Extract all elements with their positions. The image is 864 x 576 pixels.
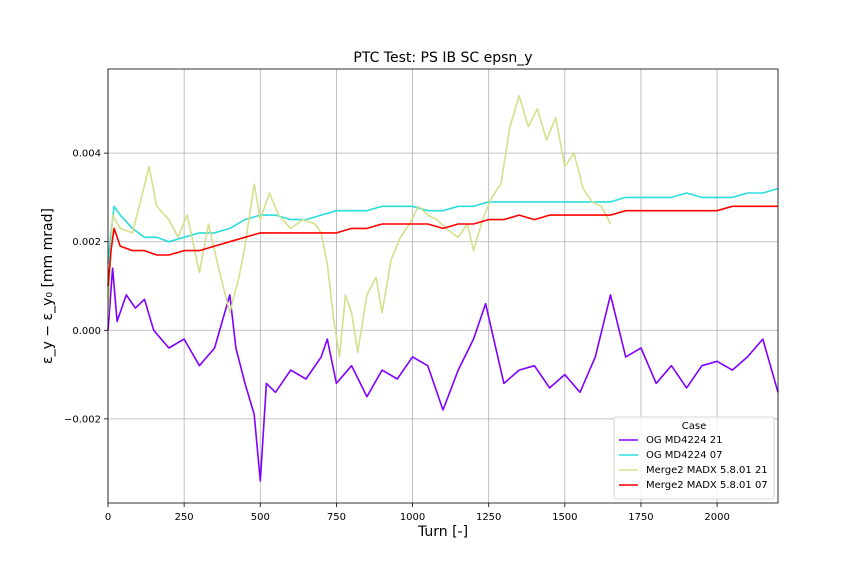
y-tick-label: −0.002 xyxy=(64,414,101,425)
legend-label: OG MD4224 21 xyxy=(646,435,722,446)
x-tick-label: 0 xyxy=(105,512,111,523)
chart-legend: Case OG MD4224 21 OG MD4224 07 Merge2 MADX… xyxy=(613,416,775,500)
chart-title: PTC Test: PS IB SC epsn_y xyxy=(353,50,532,66)
y-axis-title: ε_y − ε_y₀ [mm mrad] xyxy=(40,208,56,364)
x-tick-label: 1000 xyxy=(400,512,425,523)
plot-area-frame xyxy=(107,68,779,504)
x-tick-label: 500 xyxy=(251,512,270,523)
legend-box xyxy=(613,416,775,500)
series-lines xyxy=(107,94,779,482)
x-tick-label: 750 xyxy=(327,512,346,523)
y-tick-label: 0.002 xyxy=(72,237,101,248)
legend-title: Case xyxy=(682,421,706,432)
series-line-3 xyxy=(107,94,612,358)
x-tick-label: 1250 xyxy=(476,512,501,523)
legend-label: OG MD4224 07 xyxy=(646,450,722,461)
y-axis-ticks: −0.002 0.000 0.002 0.004 xyxy=(64,149,108,425)
legend-label: Merge2 MADX 5.8.01 07 xyxy=(646,480,768,491)
x-axis-ticks: 0 250 500 750 1000 1250 1500 1750 2000 xyxy=(105,503,730,523)
series-line-4 xyxy=(107,205,778,287)
legend-label: Merge2 MADX 5.8.01 21 xyxy=(646,465,768,476)
x-tick-label: 1500 xyxy=(552,512,577,523)
x-tick-label: 250 xyxy=(175,512,194,523)
legend-items: OG MD4224 21 OG MD4224 07 Merge2 MADX 5.8.… xyxy=(619,435,768,491)
y-tick-label: 0.004 xyxy=(72,149,101,160)
x-tick-label: 2000 xyxy=(704,512,729,523)
x-axis-title: Turn [-] xyxy=(417,524,468,540)
x-tick-label: 1750 xyxy=(628,512,653,523)
y-tick-label: 0.000 xyxy=(72,326,101,337)
series-line-1 xyxy=(107,267,779,482)
